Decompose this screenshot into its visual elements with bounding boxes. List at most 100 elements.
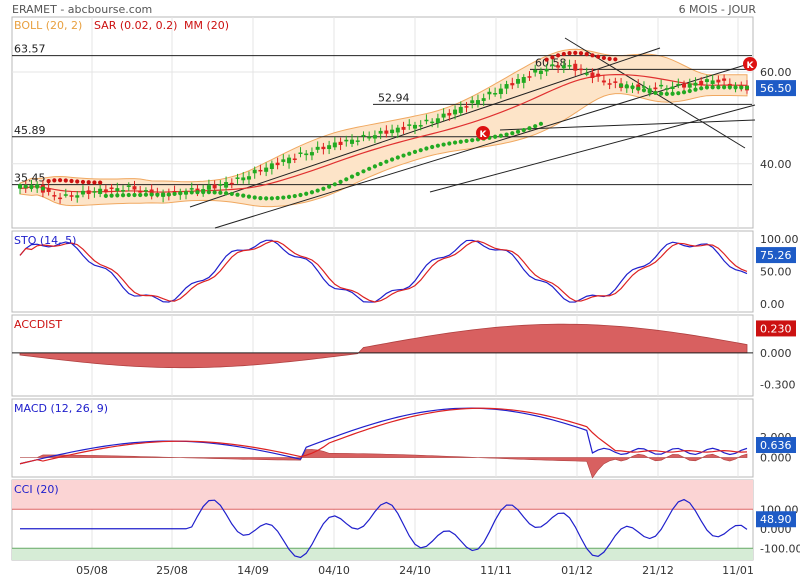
candle-body bbox=[69, 195, 74, 197]
sar-dot bbox=[92, 180, 97, 185]
sar-dot bbox=[395, 155, 400, 160]
sar-dot bbox=[367, 166, 372, 171]
sar-dot bbox=[510, 131, 515, 136]
candle-body bbox=[641, 86, 646, 88]
candle-body bbox=[52, 195, 57, 197]
candle-body bbox=[126, 185, 131, 187]
candle-body bbox=[601, 80, 606, 83]
candle-body bbox=[132, 186, 137, 190]
sar-dot bbox=[252, 195, 257, 200]
sar-dot bbox=[659, 91, 664, 96]
candle-body bbox=[327, 145, 332, 150]
sar-dot bbox=[722, 85, 727, 90]
candle-body bbox=[315, 146, 320, 150]
sar-dot bbox=[647, 89, 652, 94]
sar-dot bbox=[578, 51, 584, 56]
candle-body bbox=[246, 176, 251, 180]
candle-body bbox=[464, 106, 469, 108]
sar-dot bbox=[178, 191, 183, 196]
candle-body bbox=[412, 124, 417, 129]
boll-legend: BOLL (20, 2) bbox=[14, 19, 82, 32]
candle-body bbox=[676, 83, 681, 86]
sar-dot bbox=[286, 194, 292, 200]
candle-body bbox=[264, 167, 269, 172]
candle-body bbox=[584, 73, 589, 75]
sar-dot bbox=[412, 149, 418, 155]
candle-body bbox=[487, 91, 492, 95]
sar-dot bbox=[687, 88, 692, 94]
sar-dot bbox=[80, 179, 86, 185]
sar-dot bbox=[115, 193, 120, 198]
sar-dot bbox=[613, 57, 618, 62]
candle-body bbox=[590, 72, 595, 78]
candle-body bbox=[63, 194, 68, 196]
signal-marker bbox=[743, 57, 757, 71]
sar-dot bbox=[435, 143, 440, 148]
cci-oversold-zone bbox=[12, 548, 753, 560]
candle-body bbox=[521, 77, 526, 83]
stoch-d-line bbox=[19, 240, 748, 303]
sar-legend: SAR (0.02, 0.2) bbox=[94, 19, 177, 32]
sar-dot bbox=[229, 191, 234, 197]
accdist-tick: -0.300 bbox=[760, 379, 795, 392]
candle-body bbox=[573, 63, 578, 71]
candle-body bbox=[710, 80, 715, 84]
sar-dot bbox=[63, 178, 68, 183]
sar-dot bbox=[75, 179, 80, 184]
sar-dot bbox=[699, 86, 704, 91]
sar-dot bbox=[607, 56, 612, 61]
sar-dot bbox=[183, 190, 189, 195]
candle-body bbox=[149, 189, 154, 196]
stoch-value: 75.26 bbox=[760, 249, 792, 262]
sar-dot bbox=[206, 190, 212, 195]
sar-dot bbox=[269, 196, 274, 201]
x-tick-label: 25/08 bbox=[156, 564, 188, 577]
sar-dot bbox=[401, 153, 406, 158]
candle-body bbox=[138, 191, 143, 193]
macd-line bbox=[19, 407, 748, 465]
sar-dot bbox=[573, 50, 578, 56]
price-level-label: 63.57 bbox=[14, 43, 46, 56]
sar-dot bbox=[515, 129, 521, 134]
sar-dot bbox=[493, 134, 498, 139]
sar-dot bbox=[98, 180, 103, 185]
candle-body bbox=[355, 140, 360, 142]
sar-dot bbox=[52, 178, 57, 183]
candle-body bbox=[407, 124, 412, 126]
sar-dot bbox=[143, 192, 149, 197]
candle-body bbox=[687, 83, 692, 88]
x-tick-label: 01/12 bbox=[561, 564, 593, 577]
x-tick-label: 04/10 bbox=[318, 564, 350, 577]
candle-body bbox=[664, 88, 669, 90]
candle-body bbox=[567, 65, 572, 67]
candle-body bbox=[384, 130, 389, 134]
candle-body bbox=[109, 187, 114, 190]
candle-body bbox=[321, 146, 326, 150]
candle-body bbox=[395, 127, 400, 133]
sar-dot bbox=[120, 193, 126, 198]
sar-dot bbox=[584, 52, 589, 57]
sar-dot bbox=[710, 85, 715, 90]
candle-body bbox=[304, 153, 309, 156]
x-tick-label: 11/01 bbox=[722, 564, 754, 577]
candle-body bbox=[659, 84, 664, 87]
sar-dot bbox=[618, 83, 624, 88]
macd-value-badge bbox=[756, 437, 796, 454]
sar-dot bbox=[338, 179, 343, 184]
candle-body bbox=[716, 79, 721, 83]
sar-dot bbox=[246, 194, 252, 199]
sar-dot bbox=[132, 192, 137, 198]
sar-dot bbox=[664, 91, 669, 97]
candle-body bbox=[275, 162, 280, 166]
candle-body bbox=[493, 93, 498, 95]
macd-label: MACD (12, 26, 9) bbox=[14, 402, 108, 415]
sar-dot bbox=[704, 85, 710, 90]
candle-body bbox=[682, 83, 687, 88]
sar-dot bbox=[126, 192, 131, 198]
candle-body bbox=[453, 109, 458, 115]
sar-dot bbox=[166, 192, 171, 197]
candle-body bbox=[699, 80, 704, 85]
candle-body bbox=[538, 70, 543, 74]
candle-body bbox=[367, 136, 372, 139]
cci-label: CCI (20) bbox=[14, 483, 59, 496]
